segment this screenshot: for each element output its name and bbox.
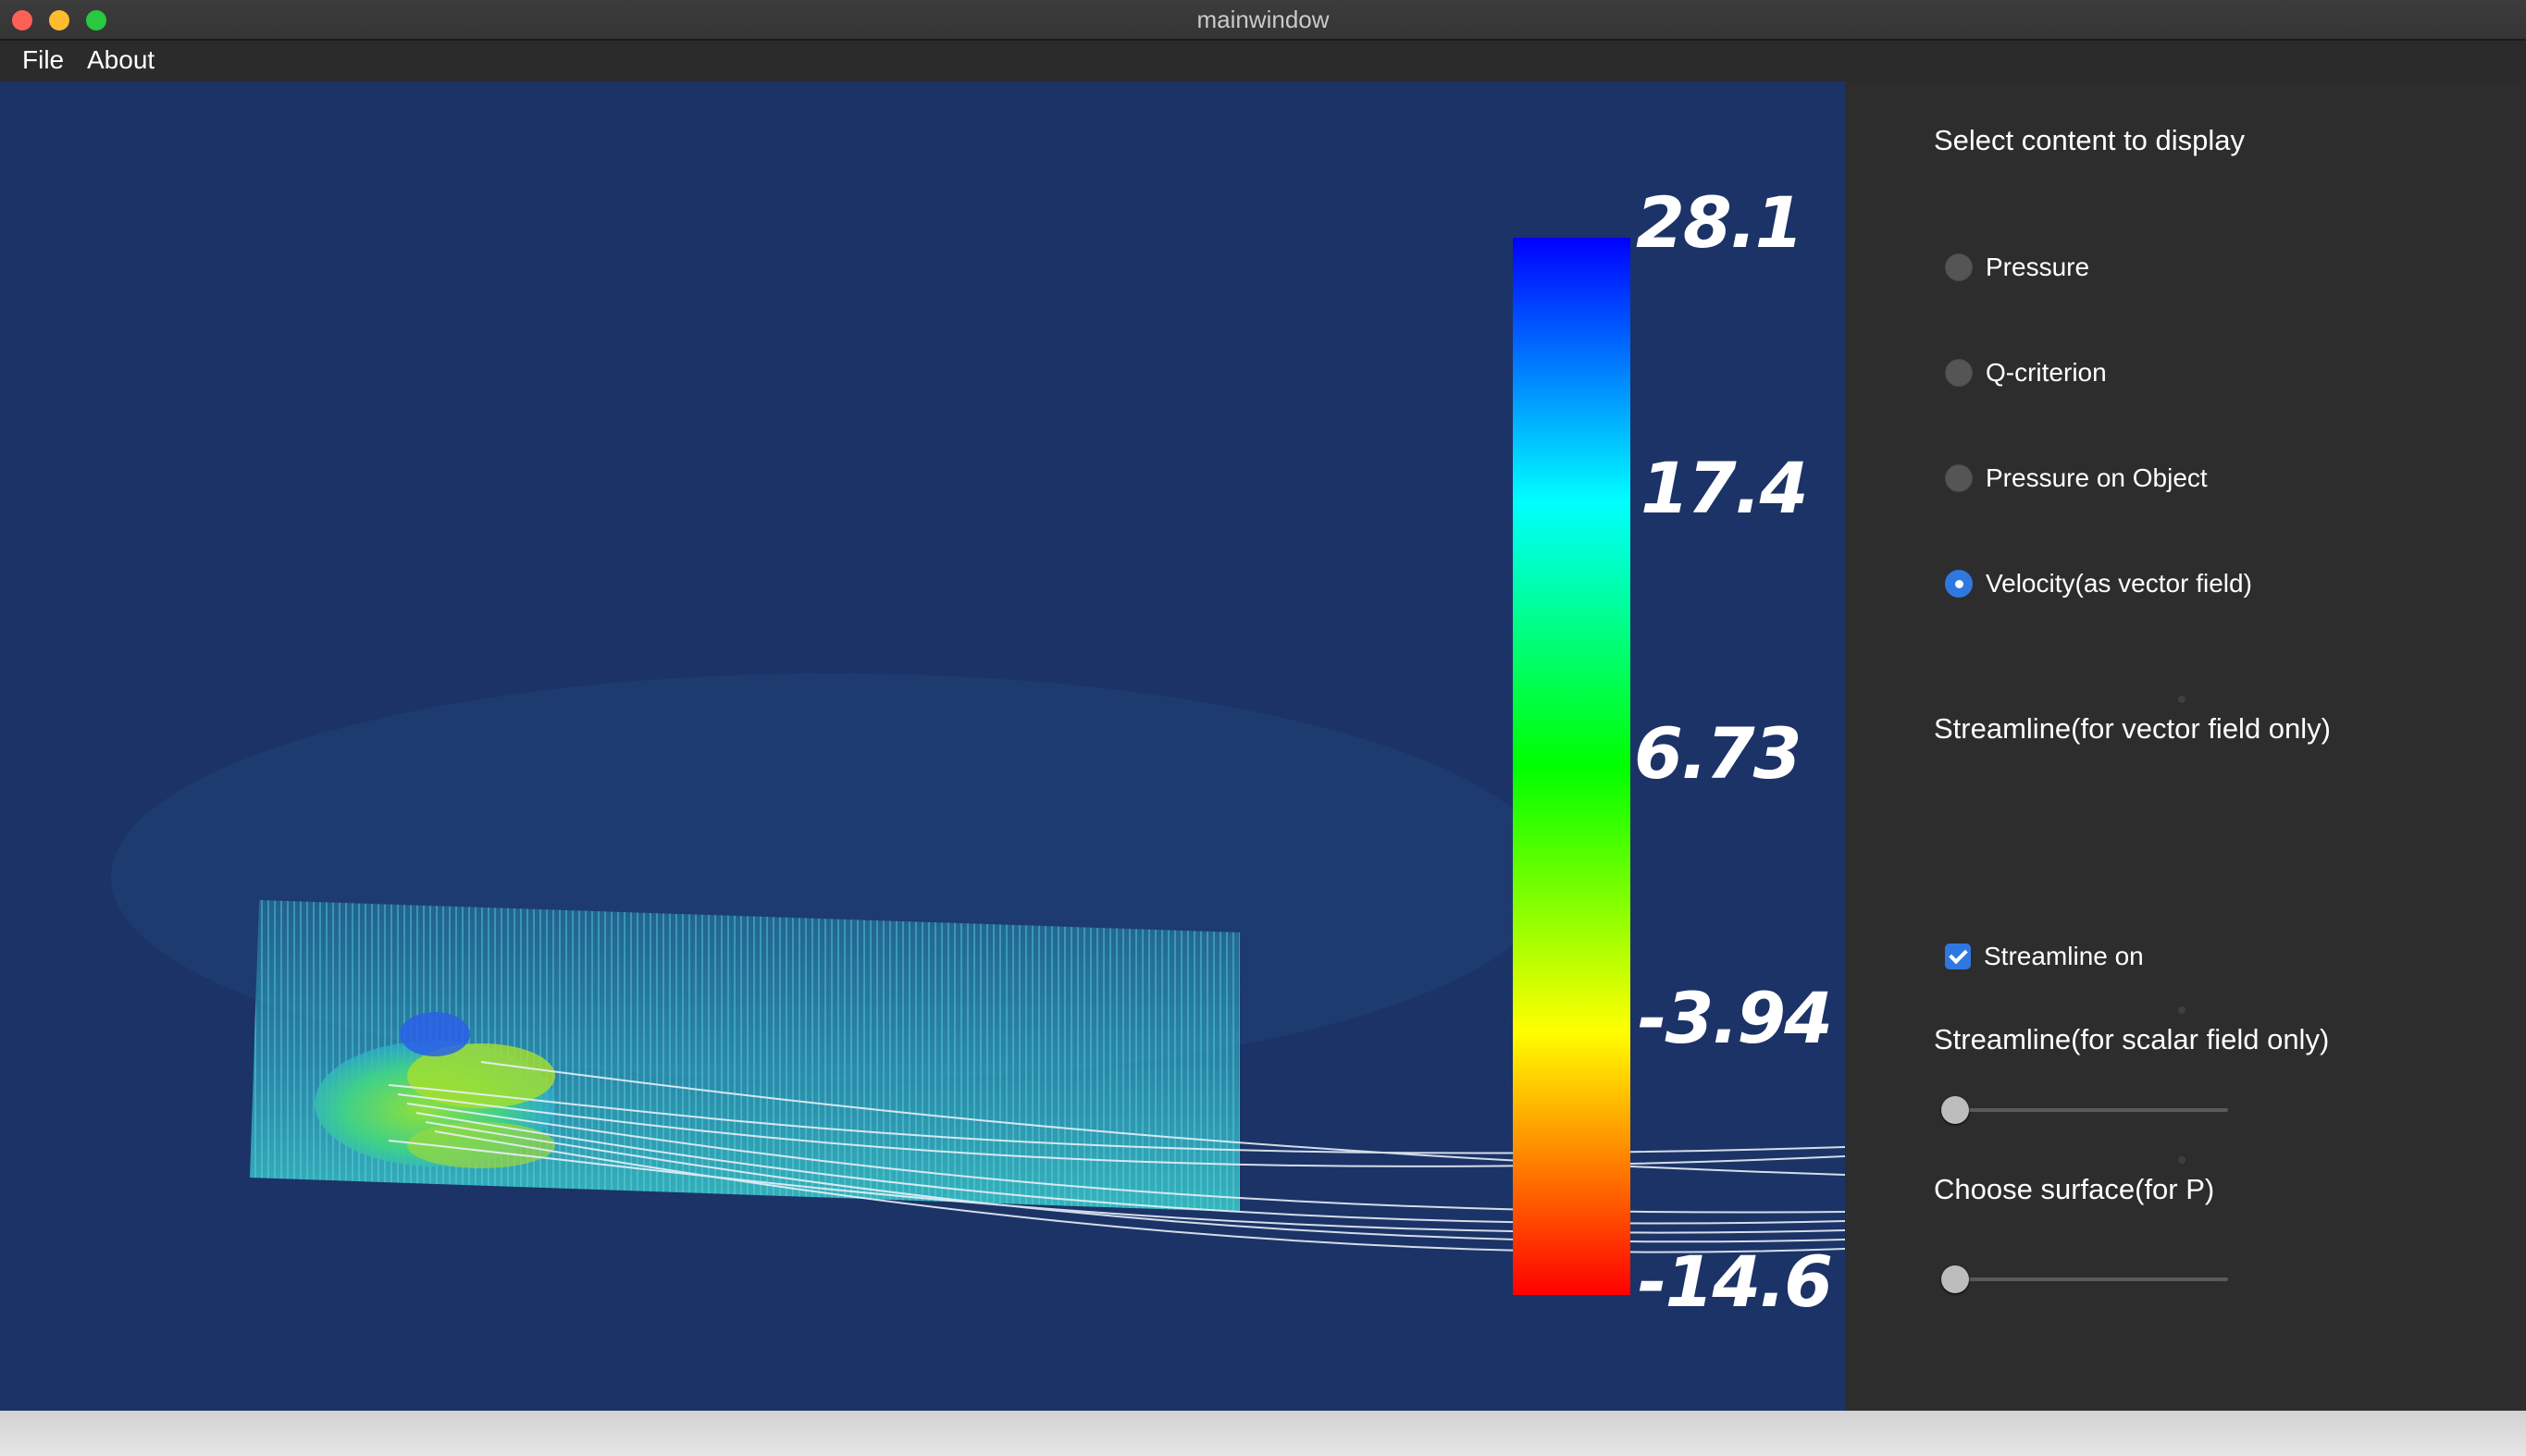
radio-label: Pressure	[1986, 253, 2090, 281]
status-bar	[0, 1411, 2526, 1456]
colorbar-label-min: -14.6	[1638, 1240, 1833, 1323]
colorbar-scale	[1513, 238, 1630, 1295]
checkbox-checked-icon[interactable]	[1945, 944, 1971, 969]
radio-label: Pressure on Object	[1986, 463, 2208, 492]
colorbar-label-max: 28.1	[1636, 181, 1804, 264]
surface-heading: Choose surface(for P)	[1934, 1173, 2215, 1205]
colorbar-label-2: 17.4	[1641, 447, 1809, 529]
separator-dot	[2178, 696, 2185, 703]
radio-pressure-on-object[interactable]: Pressure on Object	[1945, 462, 2208, 495]
colorbar-label-3: 6.73	[1634, 712, 1802, 795]
control-panel: Select content to display Pressure Q-cri…	[1845, 81, 2526, 1411]
radio-label: Velocity(as vector field)	[1986, 569, 2252, 598]
surface-slider[interactable]	[1941, 1264, 2228, 1295]
render-viewport[interactable]: 28.1 17.4 6.73 -3.94 -14.6	[0, 81, 1845, 1411]
radio-label: Q-criterion	[1986, 358, 2107, 387]
menu-bar: File About	[0, 41, 2526, 81]
menu-about[interactable]: About	[87, 45, 155, 74]
radio-button-selected-icon[interactable]	[1945, 570, 1973, 598]
maximize-window-button[interactable]	[86, 10, 106, 31]
slider-handle[interactable]	[1941, 1096, 1969, 1124]
streamline-vector-heading: Streamline(for vector field only)	[1934, 712, 2331, 745]
minimize-window-button[interactable]	[49, 10, 69, 31]
streamline-scalar-slider[interactable]	[1941, 1094, 2228, 1126]
separator-dot	[2178, 1006, 2185, 1014]
menu-file[interactable]: File	[22, 45, 65, 74]
radio-pressure[interactable]: Pressure	[1945, 251, 2089, 284]
radio-button-icon[interactable]	[1945, 359, 1973, 387]
radio-button-icon[interactable]	[1945, 464, 1973, 492]
slider-track[interactable]	[1950, 1108, 2228, 1112]
separator-dot	[2178, 1156, 2185, 1164]
radio-velocity[interactable]: Velocity(as vector field)	[1945, 567, 2252, 600]
streamline-on-checkbox[interactable]: Streamline on	[1945, 940, 2144, 973]
select-content-heading: Select content to display	[1934, 124, 2246, 156]
vehicle-object	[315, 1012, 555, 1168]
slider-handle[interactable]	[1941, 1265, 1969, 1293]
slider-track[interactable]	[1950, 1277, 2228, 1281]
window-title: mainwindow	[1196, 6, 1330, 33]
colorbar-label-4: -3.94	[1638, 977, 1833, 1059]
close-window-button[interactable]	[12, 10, 32, 31]
vector-field-render	[111, 238, 1845, 1295]
streamline-scalar-heading: Streamline(for scalar field only)	[1934, 1023, 2330, 1055]
radio-button-icon[interactable]	[1945, 253, 1973, 281]
title-bar: mainwindow	[0, 0, 2526, 41]
checkbox-label: Streamline on	[1984, 942, 2144, 970]
radio-q-criterion[interactable]: Q-criterion	[1945, 356, 2107, 389]
